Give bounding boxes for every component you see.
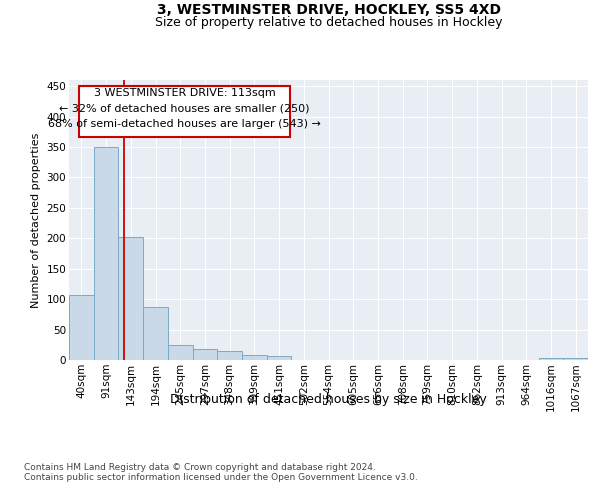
Bar: [267, 356, 292, 360]
Y-axis label: Number of detached properties: Number of detached properties: [31, 132, 41, 308]
Bar: [217, 351, 242, 360]
Bar: [168, 345, 193, 360]
FancyBboxPatch shape: [79, 86, 290, 138]
Bar: [118, 237, 143, 360]
Bar: [539, 358, 563, 360]
Text: ← 32% of detached houses are smaller (250): ← 32% of detached houses are smaller (25…: [59, 104, 310, 114]
Text: Size of property relative to detached houses in Hockley: Size of property relative to detached ho…: [155, 16, 503, 29]
Bar: [69, 295, 94, 360]
Bar: [563, 358, 588, 360]
Bar: [193, 349, 217, 360]
Bar: [94, 147, 118, 360]
Text: Contains HM Land Registry data © Crown copyright and database right 2024.
Contai: Contains HM Land Registry data © Crown c…: [24, 462, 418, 482]
Text: 3 WESTMINSTER DRIVE: 113sqm: 3 WESTMINSTER DRIVE: 113sqm: [94, 88, 275, 99]
Text: Distribution of detached houses by size in Hockley: Distribution of detached houses by size …: [170, 392, 487, 406]
Text: 3, WESTMINSTER DRIVE, HOCKLEY, SS5 4XD: 3, WESTMINSTER DRIVE, HOCKLEY, SS5 4XD: [157, 2, 501, 16]
Text: 68% of semi-detached houses are larger (543) →: 68% of semi-detached houses are larger (…: [48, 119, 321, 129]
Bar: [242, 354, 267, 360]
Bar: [143, 307, 168, 360]
